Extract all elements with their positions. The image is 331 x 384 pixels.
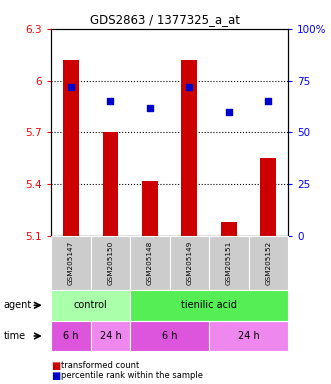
Bar (260, 158, 276, 236)
Point (226, 109, 231, 115)
Bar (142, 181, 158, 236)
Text: GSM205147: GSM205147 (68, 241, 74, 285)
Text: percentile rank within the sample: percentile rank within the sample (61, 371, 203, 380)
Text: GSM205152: GSM205152 (265, 241, 271, 285)
Bar (181, 60, 197, 236)
Point (187, 84, 192, 90)
Text: 6 h: 6 h (63, 331, 79, 341)
Text: 24 h: 24 h (238, 331, 260, 341)
Text: GSM205148: GSM205148 (147, 241, 153, 285)
Text: control: control (74, 300, 108, 310)
Point (265, 98, 271, 104)
Bar (221, 222, 237, 236)
Text: time: time (3, 331, 25, 341)
Point (108, 98, 113, 104)
Text: GSM205149: GSM205149 (186, 241, 192, 285)
Text: ■: ■ (51, 371, 61, 381)
Text: tienilic acid: tienilic acid (181, 300, 237, 310)
Text: GSM205150: GSM205150 (108, 241, 114, 285)
Text: 6 h: 6 h (162, 331, 177, 341)
Text: 24 h: 24 h (100, 331, 121, 341)
Bar (63, 60, 79, 236)
Text: transformed count: transformed count (61, 361, 139, 370)
Text: GSM205151: GSM205151 (226, 241, 232, 285)
Bar (103, 132, 118, 236)
Text: agent: agent (3, 300, 31, 310)
Text: GDS2863 / 1377325_a_at: GDS2863 / 1377325_a_at (90, 13, 241, 26)
Point (147, 104, 153, 111)
Point (69, 84, 74, 90)
Text: ■: ■ (51, 361, 61, 371)
